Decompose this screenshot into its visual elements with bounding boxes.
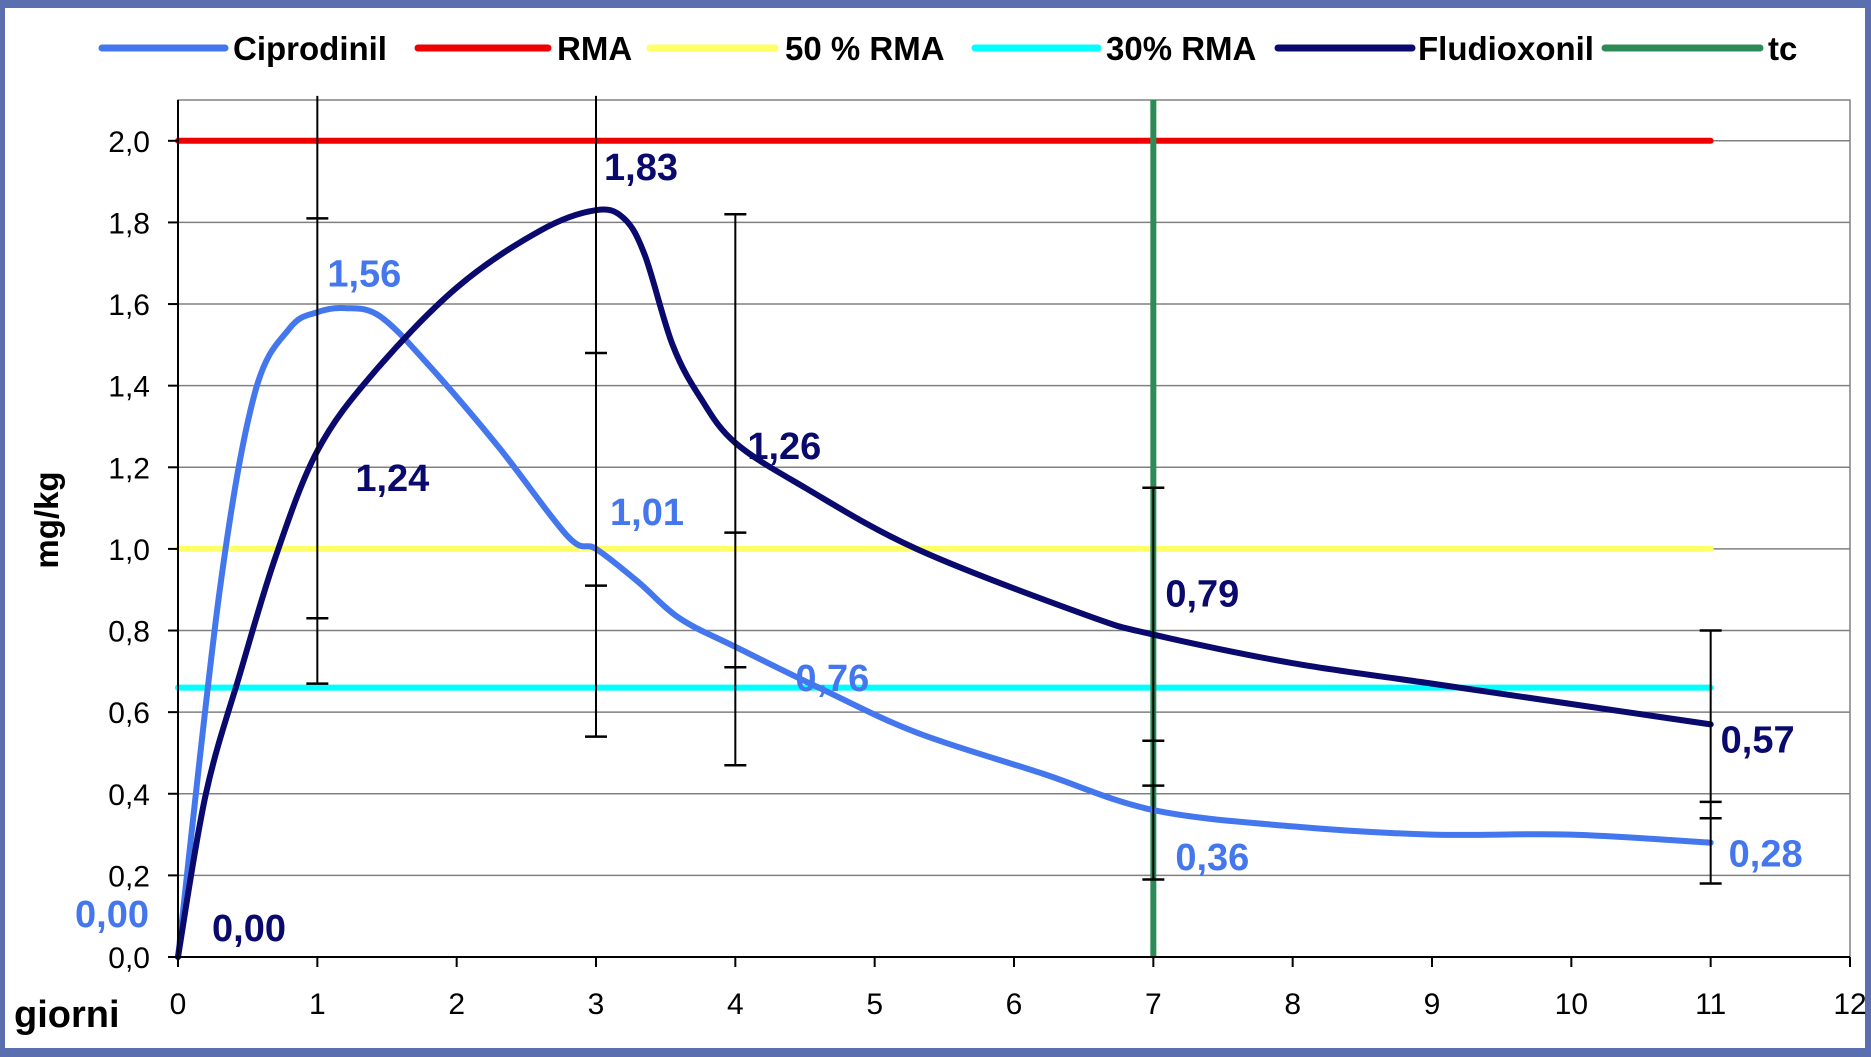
legend-label-fludioxonil: Fludioxonil [1418,30,1594,67]
y-tick-label-0: 0,0 [108,942,150,975]
x-tick-label-8: 8 [1284,988,1301,1021]
y-tick-label-2: 0,4 [108,779,150,812]
y-tick-label-8: 1,6 [108,289,150,322]
x-tick-label-0: 0 [170,988,187,1021]
x-tick-label-5: 5 [866,988,883,1021]
y-tick-label-5: 1,0 [108,534,150,567]
data-label-fludioxonil-3: 1,26 [747,426,821,468]
x-tick-label-10: 10 [1555,988,1588,1021]
x-axis-title: giorni [14,994,120,1036]
x-tick-label-12: 12 [1833,988,1866,1021]
y-tick-label-6: 1,2 [108,452,150,485]
data-label-ciprodinil-5: 0,28 [1729,834,1803,876]
legend-label-rma30: 30% RMA [1106,30,1256,67]
error-bars [306,95,1722,885]
y-tick-label-4: 0,8 [108,616,150,649]
data-label-fludioxonil-0: 0,00 [212,908,286,950]
legend-label-ciprodinil: Ciprodinil [233,30,387,67]
x-tick-label-9: 9 [1424,988,1441,1021]
series-line-fludioxonil [175,206,1714,960]
y-tick-label-3: 0,6 [108,697,150,730]
data-label-fludioxonil-2: 1,83 [604,147,678,189]
data-label-fludioxonil-5: 0,57 [1721,719,1795,761]
legend-label-rma: RMA [557,30,632,67]
data-label-ciprodinil-2: 1,01 [610,492,684,534]
x-tick-label-6: 6 [1006,988,1023,1021]
x-tick-label-7: 7 [1145,988,1162,1021]
x-tick-label-2: 2 [448,988,465,1021]
legend-label-rma50: 50 % RMA [785,30,945,67]
y-tick-label-9: 1,8 [108,207,150,240]
y-tick-label-1: 0,2 [108,860,150,893]
y-tick-label-10: 2,0 [108,126,150,159]
x-tick-label-1: 1 [309,988,326,1021]
x-tick-label-4: 4 [727,988,744,1021]
legend: Ciprodinil RMA 50 % RMA 30% RMA Fludioxonil t… [98,30,1797,67]
y-axis-title: mg/kg [28,471,65,568]
axes: 0 1 2 3 4 5 6 7 8 9 10 11 120,00,20,40,60,81,01,21,4… [108,100,1867,1021]
series-line-ciprodinil [175,304,1714,960]
data-labels: 0,00 1,56 1,01 0,76 0,36 0,28 0,00 1,24 1,83 1,26… [75,147,1803,950]
data-label-fludioxonil-1: 1,24 [355,458,429,500]
data-label-ciprodinil-3: 0,76 [795,658,869,700]
legend-label-tc: tc [1768,30,1797,67]
data-label-ciprodinil-4: 0,36 [1175,837,1249,879]
x-tick-label-3: 3 [588,988,605,1021]
y-tick-label-7: 1,4 [108,371,150,404]
series-lines [175,206,1714,960]
x-tick-label-11: 11 [1695,988,1726,1021]
data-label-ciprodinil-0: 0,00 [75,894,149,936]
data-label-ciprodinil-1: 1,56 [327,253,401,295]
data-label-fludioxonil-4: 0,79 [1165,574,1239,616]
